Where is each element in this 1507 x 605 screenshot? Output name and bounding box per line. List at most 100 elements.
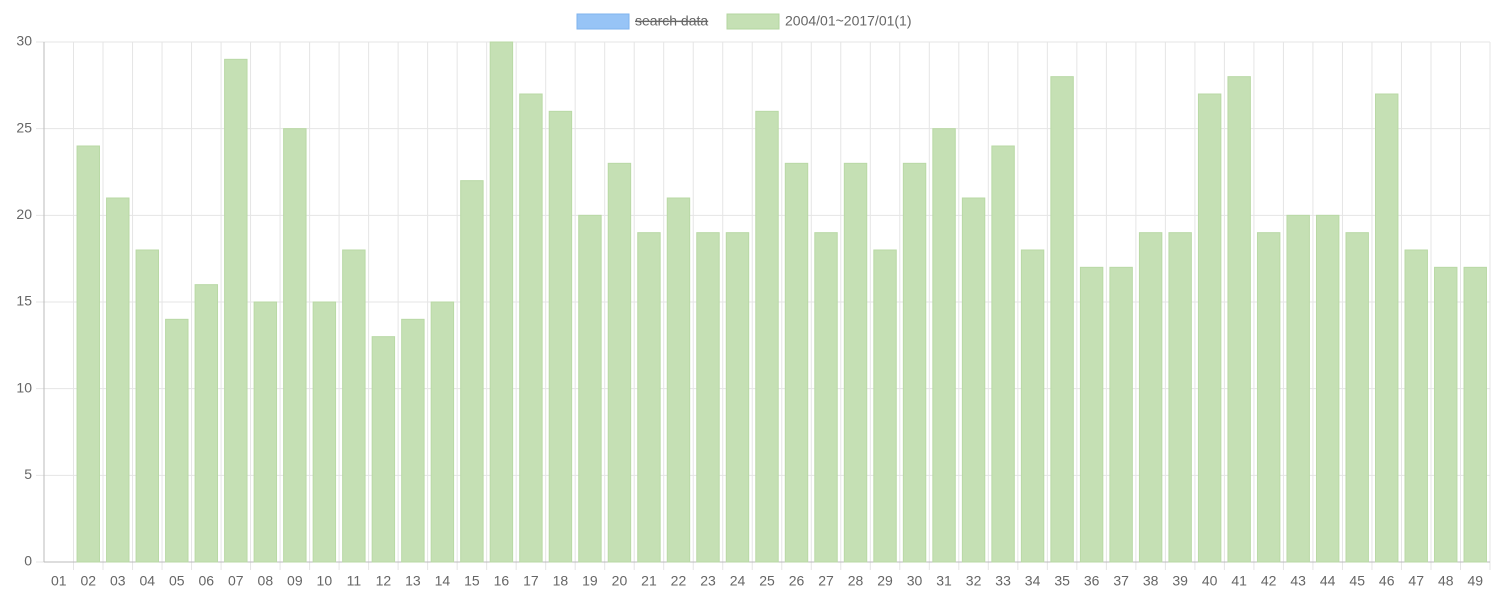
y-tick-label: 30	[16, 33, 32, 49]
x-tick-label: 24	[730, 573, 746, 589]
x-tick-label: 06	[199, 573, 215, 589]
y-tick-label: 25	[16, 119, 32, 135]
bar	[165, 318, 189, 563]
bar	[253, 301, 278, 563]
x-tick-label: 08	[258, 573, 274, 589]
legend-swatch[interactable]	[726, 13, 780, 30]
x-tick-label: 14	[435, 573, 451, 589]
bar	[371, 336, 396, 563]
x-tick-label: 09	[287, 573, 303, 589]
x-tick-label: 21	[641, 573, 657, 589]
bar	[1138, 232, 1163, 563]
bar	[1197, 93, 1222, 563]
bar	[1404, 249, 1428, 563]
x-tick-label: 35	[1054, 573, 1070, 589]
x-tick-label: 16	[494, 573, 510, 589]
x-tick-label: 02	[80, 573, 96, 589]
x-tick-label: 30	[907, 573, 923, 589]
bar	[1109, 266, 1133, 563]
x-tick-label: 15	[464, 573, 480, 589]
y-tick-label: 10	[16, 379, 32, 395]
bar	[76, 145, 100, 563]
x-tick-label: 03	[110, 573, 126, 589]
x-tick-label: 43	[1290, 573, 1306, 589]
bar	[1079, 266, 1104, 563]
bar	[1375, 93, 1399, 563]
bar	[843, 162, 868, 563]
bar	[1168, 232, 1192, 563]
x-tick-label: 28	[848, 573, 864, 589]
bar	[312, 301, 337, 563]
bar	[696, 232, 720, 563]
x-tick-label: 41	[1231, 573, 1247, 589]
x-tick-label: 47	[1408, 573, 1424, 589]
x-tick-label: 19	[582, 573, 598, 589]
bar	[666, 197, 691, 563]
x-tick-label: 32	[966, 573, 982, 589]
bar	[224, 58, 248, 563]
x-tick-label: 29	[877, 573, 893, 589]
bar	[637, 232, 661, 563]
x-tick-label: 40	[1202, 573, 1218, 589]
bar	[784, 162, 809, 563]
x-tick-label: 34	[1025, 573, 1041, 589]
bar	[725, 232, 750, 563]
x-tick-label: 05	[169, 573, 185, 589]
bar	[607, 162, 632, 563]
y-tick-label: 0	[24, 553, 32, 569]
bar	[106, 197, 130, 563]
x-tick-label: 10	[317, 573, 333, 589]
x-tick-label: 49	[1467, 573, 1483, 589]
x-tick-label: 26	[789, 573, 805, 589]
x-tick-label: 36	[1084, 573, 1100, 589]
bar	[1286, 214, 1310, 563]
bar	[1050, 76, 1074, 563]
x-tick-label: 04	[139, 573, 155, 589]
bar	[430, 301, 455, 563]
y-tick-label: 15	[16, 293, 32, 309]
bar	[342, 249, 366, 563]
x-tick-label: 11	[347, 573, 362, 589]
x-tick-label: 45	[1349, 573, 1365, 589]
x-tick-label: 39	[1172, 573, 1188, 589]
legend-label[interactable]: 2004/01~2017/01(1)	[785, 13, 912, 29]
bar	[991, 145, 1015, 563]
x-tick-label: 44	[1320, 573, 1336, 589]
bar	[755, 110, 779, 563]
x-tick-label: 18	[553, 573, 569, 589]
x-tick-label: 37	[1113, 573, 1129, 589]
bar	[961, 197, 986, 563]
bar	[401, 318, 425, 563]
bar	[194, 284, 219, 563]
x-tick-label: 13	[405, 573, 421, 589]
bar	[283, 128, 307, 563]
x-tick-label: 07	[228, 573, 244, 589]
x-tick-label: 31	[936, 573, 952, 589]
x-tick-label: 46	[1379, 573, 1395, 589]
bar	[489, 41, 514, 563]
x-tick-label: 33	[995, 573, 1011, 589]
bar	[1256, 232, 1281, 563]
bar	[1345, 232, 1369, 563]
bar	[135, 249, 159, 563]
bar	[460, 180, 484, 563]
x-tick-label: 42	[1261, 573, 1277, 589]
legend-label[interactable]: search data	[635, 13, 708, 29]
x-tick-label: 27	[818, 573, 834, 589]
y-tick-label: 20	[16, 206, 32, 222]
y-tick-label: 5	[24, 466, 32, 482]
x-tick-label: 17	[523, 573, 539, 589]
legend-swatch[interactable]	[576, 13, 630, 30]
bar	[902, 162, 927, 563]
x-tick-label: 23	[700, 573, 716, 589]
bar	[873, 249, 897, 563]
x-tick-label: 20	[612, 573, 628, 589]
bar	[1434, 266, 1458, 563]
x-tick-label: 25	[759, 573, 775, 589]
x-tick-label: 48	[1438, 573, 1454, 589]
x-tick-label: 01	[51, 573, 67, 589]
bar	[932, 128, 956, 563]
bar	[814, 232, 838, 563]
bar	[519, 93, 543, 563]
